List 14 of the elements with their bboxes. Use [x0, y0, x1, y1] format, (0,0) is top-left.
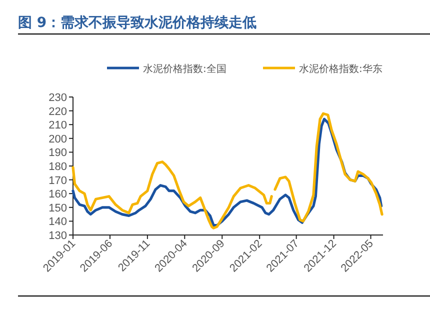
y-tick-label: 150: [48, 202, 67, 214]
y-tick-label: 220: [48, 106, 67, 118]
chart-title: 图 9：需求不振导致水泥价格持续走低: [18, 15, 257, 31]
y-tick-label: 210: [48, 120, 67, 132]
y-tick-label: 190: [48, 147, 67, 160]
y-tick-label: 200: [48, 133, 67, 146]
y-tick-label: 140: [48, 216, 67, 228]
legend-label: 水泥价格指数:全国: [143, 63, 226, 75]
y-tick-label: 170: [48, 174, 67, 187]
y-tick-label: 180: [48, 161, 67, 173]
legend-label: 水泥价格指数:华东: [299, 63, 382, 75]
y-tick-label: 160: [48, 188, 67, 201]
y-tick-label: 230: [48, 92, 67, 104]
y-tick-label: 130: [48, 230, 67, 242]
